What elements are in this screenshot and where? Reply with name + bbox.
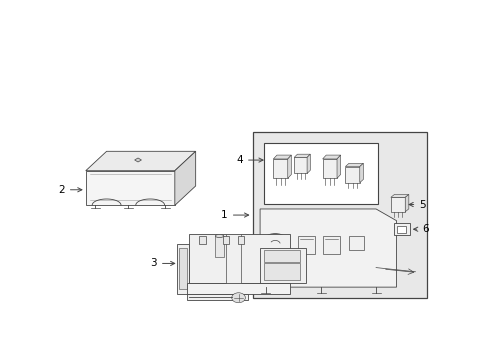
Polygon shape <box>187 294 247 300</box>
Text: 4: 4 <box>236 155 263 165</box>
Polygon shape <box>260 209 396 287</box>
FancyBboxPatch shape <box>215 236 223 257</box>
Circle shape <box>260 234 289 255</box>
Polygon shape <box>225 234 241 283</box>
Polygon shape <box>306 154 310 174</box>
Circle shape <box>231 293 245 303</box>
FancyBboxPatch shape <box>252 132 426 298</box>
Polygon shape <box>188 234 289 283</box>
Polygon shape <box>294 154 310 157</box>
Polygon shape <box>322 155 340 159</box>
Polygon shape <box>273 155 291 159</box>
FancyBboxPatch shape <box>264 250 300 262</box>
Polygon shape <box>345 167 359 183</box>
Polygon shape <box>294 157 306 174</box>
Polygon shape <box>187 283 289 294</box>
Polygon shape <box>336 155 340 178</box>
FancyBboxPatch shape <box>222 236 228 244</box>
FancyBboxPatch shape <box>199 236 205 244</box>
FancyBboxPatch shape <box>348 236 363 249</box>
Polygon shape <box>134 158 141 162</box>
Polygon shape <box>175 151 195 205</box>
Polygon shape <box>260 248 305 283</box>
FancyBboxPatch shape <box>322 236 339 254</box>
Polygon shape <box>85 171 175 205</box>
Polygon shape <box>176 244 188 294</box>
Polygon shape <box>390 197 405 212</box>
Text: 5: 5 <box>408 199 425 210</box>
Polygon shape <box>405 194 408 212</box>
FancyBboxPatch shape <box>238 236 244 244</box>
Polygon shape <box>359 163 363 183</box>
Circle shape <box>267 238 283 250</box>
FancyBboxPatch shape <box>264 143 377 204</box>
FancyBboxPatch shape <box>396 226 406 233</box>
Polygon shape <box>85 151 195 171</box>
FancyBboxPatch shape <box>393 223 409 235</box>
Polygon shape <box>287 155 291 178</box>
Polygon shape <box>345 163 363 167</box>
FancyBboxPatch shape <box>297 236 314 254</box>
FancyBboxPatch shape <box>264 264 300 280</box>
Polygon shape <box>273 159 287 178</box>
Ellipse shape <box>215 234 223 238</box>
Text: 3: 3 <box>150 258 174 269</box>
Polygon shape <box>390 194 408 197</box>
Polygon shape <box>322 159 336 178</box>
Polygon shape <box>179 248 186 289</box>
Text: 2: 2 <box>58 185 81 195</box>
Text: 6: 6 <box>413 224 428 234</box>
Text: 1: 1 <box>221 210 248 220</box>
